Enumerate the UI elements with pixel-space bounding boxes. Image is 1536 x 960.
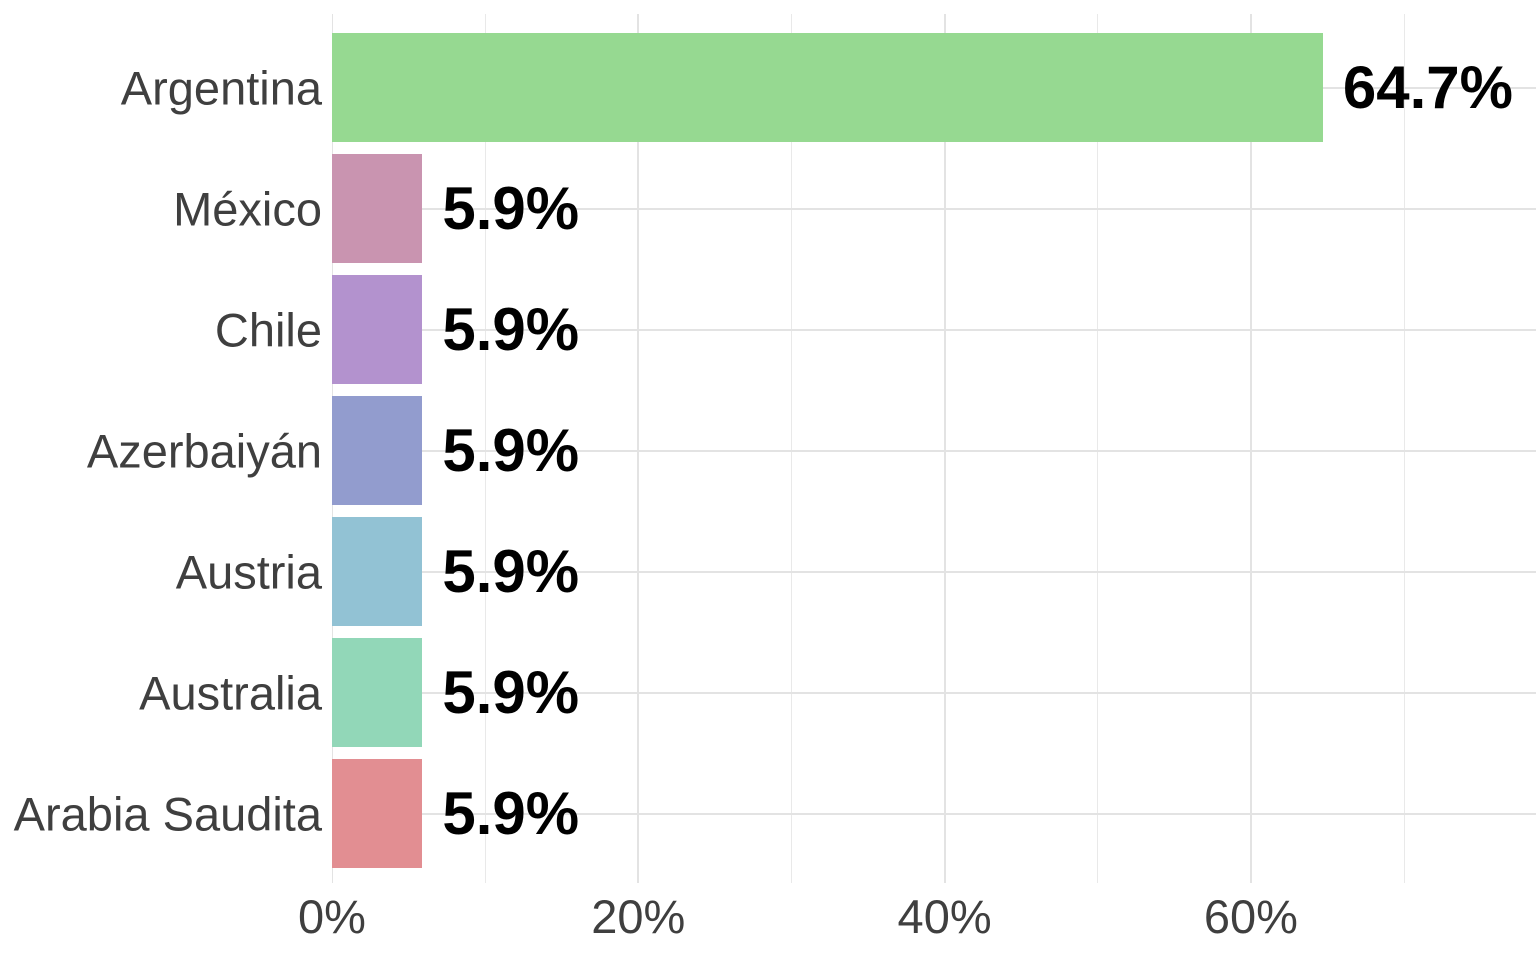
bar-value-label: 5.9% bbox=[442, 416, 580, 484]
y-major-gridline bbox=[332, 691, 1536, 694]
x-tick-label: 20% bbox=[591, 890, 686, 943]
category-label: México bbox=[173, 182, 322, 235]
bar-austria bbox=[332, 517, 423, 626]
bar-australia bbox=[332, 638, 423, 747]
bar-m-xico bbox=[332, 154, 423, 263]
x-major-gridline bbox=[1249, 14, 1252, 883]
y-major-gridline bbox=[332, 812, 1536, 815]
bar-value-label: 5.9% bbox=[442, 779, 580, 847]
category-label: Azerbaiyán bbox=[86, 424, 322, 477]
category-label: Australia bbox=[139, 666, 322, 719]
x-minor-gridline bbox=[1097, 14, 1099, 883]
bar-azerbaiy-n bbox=[332, 396, 423, 505]
y-major-gridline bbox=[332, 570, 1536, 573]
x-tick-label: 40% bbox=[897, 890, 992, 943]
category-label: Argentina bbox=[120, 61, 322, 114]
x-minor-gridline bbox=[1403, 14, 1405, 883]
bar-value-label: 5.9% bbox=[442, 658, 580, 726]
y-major-gridline bbox=[332, 207, 1536, 210]
x-major-gridline bbox=[637, 14, 640, 883]
x-tick-label: 60% bbox=[1203, 890, 1298, 943]
bar-argentina bbox=[332, 33, 1323, 142]
x-minor-gridline bbox=[790, 14, 792, 883]
chart-plot-area: 64.7% 5.9% 5.9% 5.9% 5.9% 5.9% 5.9% bbox=[332, 14, 1536, 883]
x-tick-label: 0% bbox=[298, 890, 366, 943]
category-label: Arabia Saudita bbox=[13, 787, 322, 840]
bar-arabia-saudita bbox=[332, 759, 423, 868]
y-major-gridline bbox=[332, 328, 1536, 331]
x-minor-gridline bbox=[484, 14, 486, 883]
bar-value-label: 5.9% bbox=[442, 174, 580, 242]
bar-value-label: 64.7% bbox=[1342, 53, 1514, 121]
y-major-gridline bbox=[332, 449, 1536, 452]
category-label: Austria bbox=[175, 545, 322, 598]
bar-value-label: 5.9% bbox=[442, 537, 580, 605]
bar-chile bbox=[332, 275, 423, 384]
bar-value-label: 5.9% bbox=[442, 295, 580, 363]
x-major-gridline bbox=[943, 14, 946, 883]
category-label: Chile bbox=[214, 303, 322, 356]
